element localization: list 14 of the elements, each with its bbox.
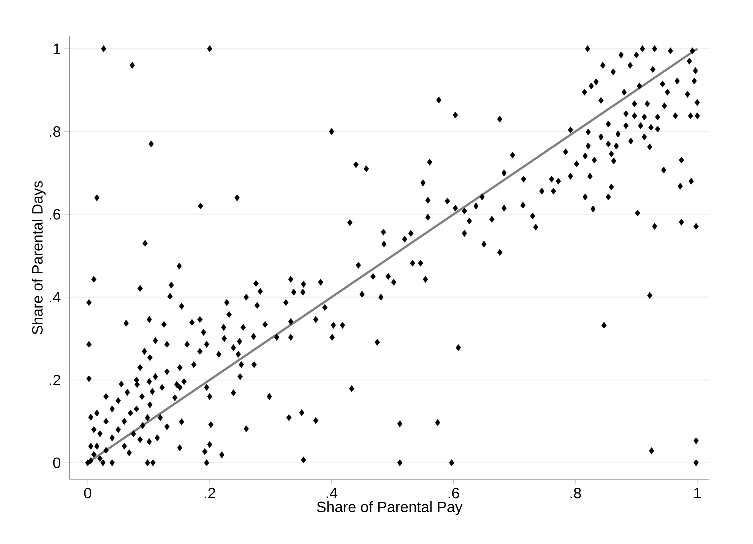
x-tick-label: 1: [694, 488, 701, 498]
y-axis-title: Share of Parental Days: [32, 181, 46, 335]
x-tick-label: .8: [570, 488, 582, 499]
x-tick-label: .2: [205, 488, 216, 499]
y-tick-label: 1: [54, 44, 60, 54]
y-tick-label: .6: [50, 209, 61, 220]
y-tick-label: 0: [53, 458, 61, 468]
x-axis-title: Share of Parental Pay: [317, 502, 463, 516]
y-tick-label: .8: [50, 126, 61, 138]
y-tick-label: .4: [50, 292, 61, 303]
x-tick-label: .4: [326, 488, 338, 498]
x-tick-label: .6: [448, 488, 460, 499]
y-tick-label: .2: [50, 374, 60, 386]
x-tick-label: 0: [84, 488, 92, 499]
